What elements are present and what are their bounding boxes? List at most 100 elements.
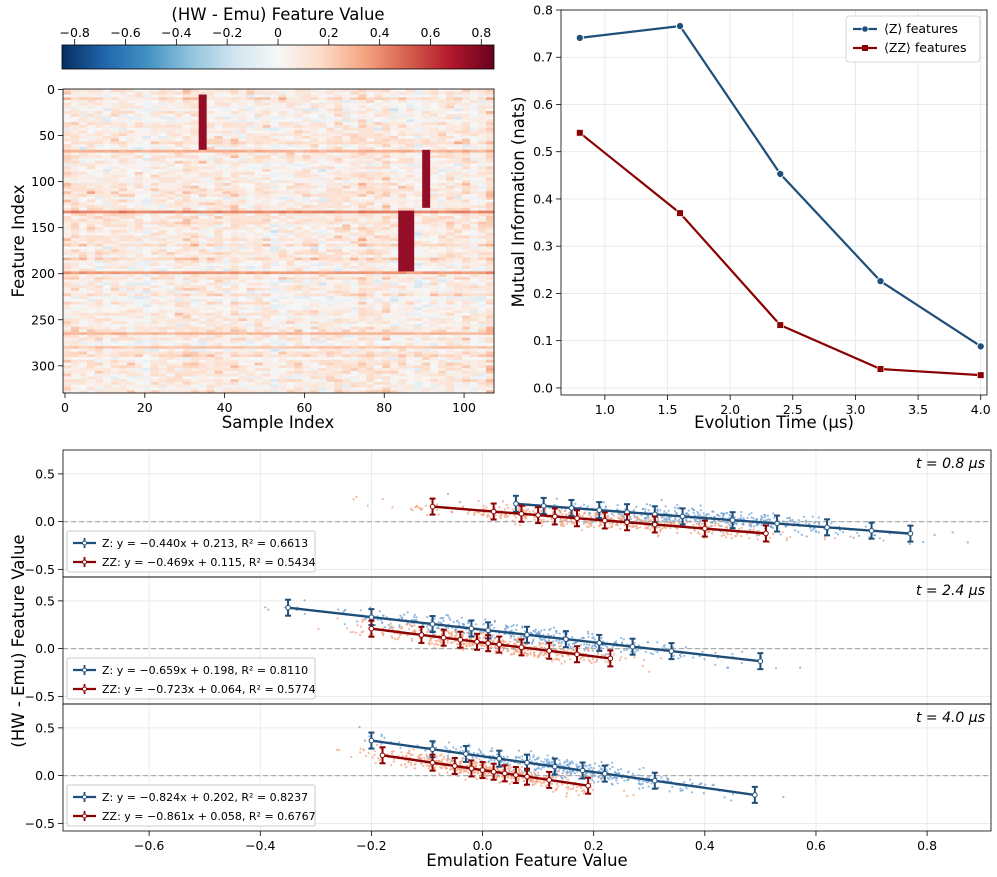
heatmap-cell xyxy=(230,177,239,181)
heatmap-cell xyxy=(318,301,327,305)
heatmap-cell xyxy=(63,119,72,123)
heatmap-cell xyxy=(238,218,247,223)
heatmap-cell xyxy=(94,246,104,250)
heatmap-cell xyxy=(414,174,423,178)
heatmap-cell xyxy=(174,122,184,126)
heatmap-cell xyxy=(166,221,176,225)
heatmap-cell xyxy=(422,340,431,344)
heatmap-cell xyxy=(110,160,120,165)
heatmap-cell xyxy=(422,287,431,292)
heatmap-cell xyxy=(326,218,335,223)
heatmap-cell xyxy=(254,116,263,120)
heatmap-cell xyxy=(438,94,447,98)
heatmap-cell xyxy=(94,216,104,220)
heatmap-cell xyxy=(63,279,72,283)
heatmap-cell xyxy=(134,285,144,289)
heatmap-cell xyxy=(70,171,80,176)
heatmap-cell xyxy=(414,304,423,308)
heatmap-cell xyxy=(438,124,447,129)
heatmap-cell xyxy=(150,326,160,330)
heatmap-cell xyxy=(398,185,407,189)
heatmap-cell xyxy=(342,307,351,311)
heatmap-cell xyxy=(70,315,80,319)
heatmap-cell xyxy=(342,216,351,220)
heatmap-cell xyxy=(78,241,88,245)
heatmap-cell xyxy=(206,243,216,247)
heatmap-cell xyxy=(486,287,495,292)
heatmap-cell xyxy=(182,213,192,217)
heatmap-cell xyxy=(270,155,279,159)
heatmap-cell xyxy=(142,229,152,234)
heatmap-cell xyxy=(414,218,423,223)
heatmap-cell xyxy=(126,304,136,308)
heatmap-cell xyxy=(438,301,447,305)
heatmap-cell xyxy=(326,227,335,231)
heatmap-cell xyxy=(422,279,431,283)
heatmap-cell xyxy=(486,232,495,236)
heatmap-cell xyxy=(166,321,176,325)
heatmap-cell xyxy=(286,318,295,322)
heatmap-cell xyxy=(70,274,80,278)
heatmap-cell xyxy=(262,271,271,275)
heatmap-cell xyxy=(70,94,80,98)
heatmap-cell xyxy=(478,127,487,131)
heatmap-cell xyxy=(150,100,160,104)
heatmap-cell xyxy=(190,312,200,317)
heatmap-cell xyxy=(302,337,311,341)
heatmap-cell xyxy=(302,340,311,344)
heatmap-cell xyxy=(182,257,192,261)
heatmap-cell xyxy=(398,279,407,283)
heatmap-cell xyxy=(78,310,88,314)
heatmap-cell xyxy=(334,263,343,267)
heatmap-cell xyxy=(366,257,375,261)
heatmap-cell xyxy=(358,166,367,170)
heatmap-cell xyxy=(150,315,160,319)
heatmap-cell xyxy=(422,254,431,258)
heatmap-cell xyxy=(230,246,239,250)
heatmap-cell xyxy=(110,276,120,281)
heatmap-cell xyxy=(286,276,295,281)
heatmap-cell xyxy=(350,188,359,192)
heatmap-cell xyxy=(422,293,431,297)
heatmap-cell xyxy=(446,307,455,311)
heatmap-cell xyxy=(198,243,208,247)
heatmap-cell xyxy=(278,235,287,239)
heatmap-cell xyxy=(110,274,120,278)
heatmap-cell xyxy=(470,174,479,178)
heatmap-cell xyxy=(318,127,327,131)
heatmap-cell xyxy=(198,94,208,98)
heatmap-cell xyxy=(486,213,495,217)
heatmap-cell xyxy=(262,199,271,203)
heatmap-cell xyxy=(350,105,359,109)
heatmap-cell xyxy=(222,102,232,106)
heatmap-cell xyxy=(446,160,455,165)
heatmap-cell xyxy=(214,224,224,228)
heatmap-cell xyxy=(214,188,224,192)
heatmap-cell xyxy=(406,337,415,341)
heatmap-cell xyxy=(262,221,271,225)
heatmap-cell xyxy=(126,207,136,211)
heatmap-cell xyxy=(374,199,383,203)
heatmap-cell xyxy=(326,221,335,225)
heatmap-cell xyxy=(150,254,160,258)
heatmap-cell xyxy=(318,171,327,176)
heatmap-cell xyxy=(110,119,120,123)
heatmap-cell xyxy=(486,337,495,341)
heatmap-cell xyxy=(454,252,463,256)
heatmap-cell xyxy=(438,174,447,178)
heatmap-cell xyxy=(94,221,104,225)
heatmap-cell xyxy=(302,169,311,173)
heatmap-cell xyxy=(478,171,487,176)
heatmap-cell xyxy=(246,271,255,275)
heatmap-cell xyxy=(406,276,415,281)
heatmap-cell xyxy=(462,207,471,211)
heatmap-cell xyxy=(302,94,311,98)
heatmap-cell xyxy=(454,207,463,211)
heatmap-cell xyxy=(198,149,208,153)
heatmap-cell xyxy=(118,304,128,308)
heatmap-cell xyxy=(342,227,351,231)
heatmap-cell xyxy=(206,91,216,95)
heatmap-cell xyxy=(182,97,192,101)
heatmap-cell xyxy=(78,315,88,319)
heatmap-cell xyxy=(134,196,144,200)
